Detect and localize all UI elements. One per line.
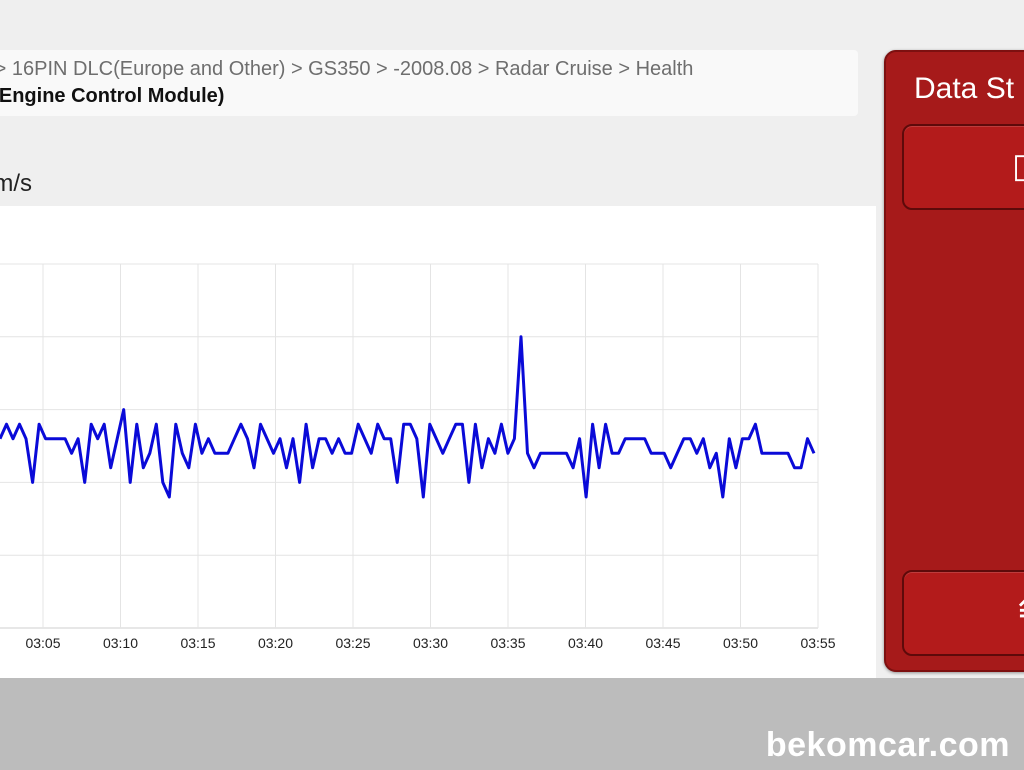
record-icon: ▯	[1012, 146, 1024, 186]
watermark: bekomcar.com	[765, 726, 1010, 764]
x-tick-label: 03:30	[413, 635, 448, 651]
x-tick-label: 03:10	[103, 635, 138, 651]
x-tick-label: 03:50	[723, 635, 758, 651]
series-line	[0, 335, 816, 499]
line-chart: 03:05 03:10 03:15 03:20 03:25 03:30 03:35 03:40…	[0, 263, 836, 651]
x-tick-label: 03:55	[800, 635, 835, 651]
breadcrumb-panel: 8 > 16PIN DLC(Europe and Other) > GS350 …	[0, 50, 858, 116]
panel-title: Data St	[914, 72, 1015, 105]
upload-button[interactable]: ⇞	[902, 570, 1024, 656]
x-tick-label: 03:15	[180, 635, 215, 651]
x-tick-label: 03:35	[490, 635, 525, 651]
unit-label: gm/s	[0, 170, 33, 197]
breadcrumb: 8 > 16PIN DLC(Europe and Other) > GS350 …	[0, 58, 694, 80]
bottom-bar: bekomcar.com	[0, 678, 1024, 770]
data-stream-panel: Data St ▯ ⇞	[884, 50, 1024, 672]
x-tick-label: 03:20	[258, 635, 293, 651]
x-tick-label: 03:25	[335, 635, 370, 651]
upload-icon: ⇞	[1012, 592, 1024, 632]
chart-area: 03:05 03:10 03:15 03:20 03:25 03:30 03:35 03:40…	[0, 206, 876, 678]
module-name: M (Engine Control Module)	[0, 85, 225, 107]
x-tick-label: 03:05	[25, 635, 60, 651]
x-tick-label: 03:40	[568, 635, 603, 651]
x-tick-label: 03:45	[645, 635, 680, 651]
record-button[interactable]: ▯	[902, 124, 1024, 210]
